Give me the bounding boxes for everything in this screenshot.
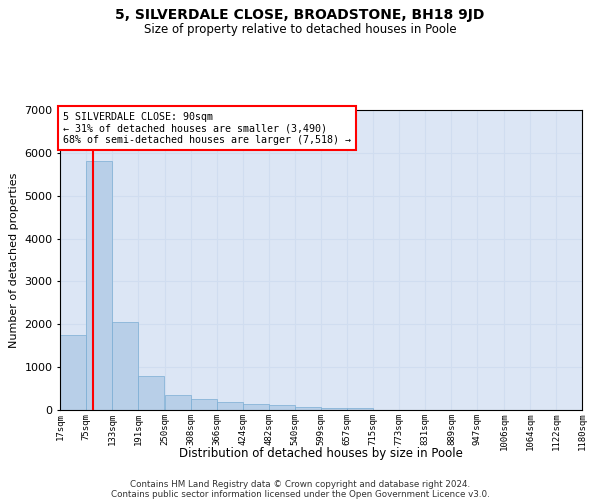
Text: Size of property relative to detached houses in Poole: Size of property relative to detached ho… — [143, 22, 457, 36]
Bar — [86, 162, 112, 410]
Text: 5, SILVERDALE CLOSE, BROADSTONE, BH18 9JD: 5, SILVERDALE CLOSE, BROADSTONE, BH18 9J… — [115, 8, 485, 22]
Bar — [347, 408, 373, 410]
Text: Contains HM Land Registry data © Crown copyright and database right 2024.
Contai: Contains HM Land Registry data © Crown c… — [110, 480, 490, 500]
Bar — [295, 407, 321, 410]
Bar — [112, 322, 138, 410]
Bar — [60, 335, 86, 410]
Bar — [191, 400, 217, 410]
Bar — [164, 395, 191, 410]
Text: Distribution of detached houses by size in Poole: Distribution of detached houses by size … — [179, 448, 463, 460]
Bar — [217, 402, 242, 410]
Text: 5 SILVERDALE CLOSE: 90sqm
← 31% of detached houses are smaller (3,490)
68% of se: 5 SILVERDALE CLOSE: 90sqm ← 31% of detac… — [62, 112, 350, 144]
Y-axis label: Number of detached properties: Number of detached properties — [8, 172, 19, 348]
Bar — [138, 376, 164, 410]
Bar — [321, 408, 347, 410]
Bar — [242, 404, 269, 410]
Bar — [269, 406, 295, 410]
